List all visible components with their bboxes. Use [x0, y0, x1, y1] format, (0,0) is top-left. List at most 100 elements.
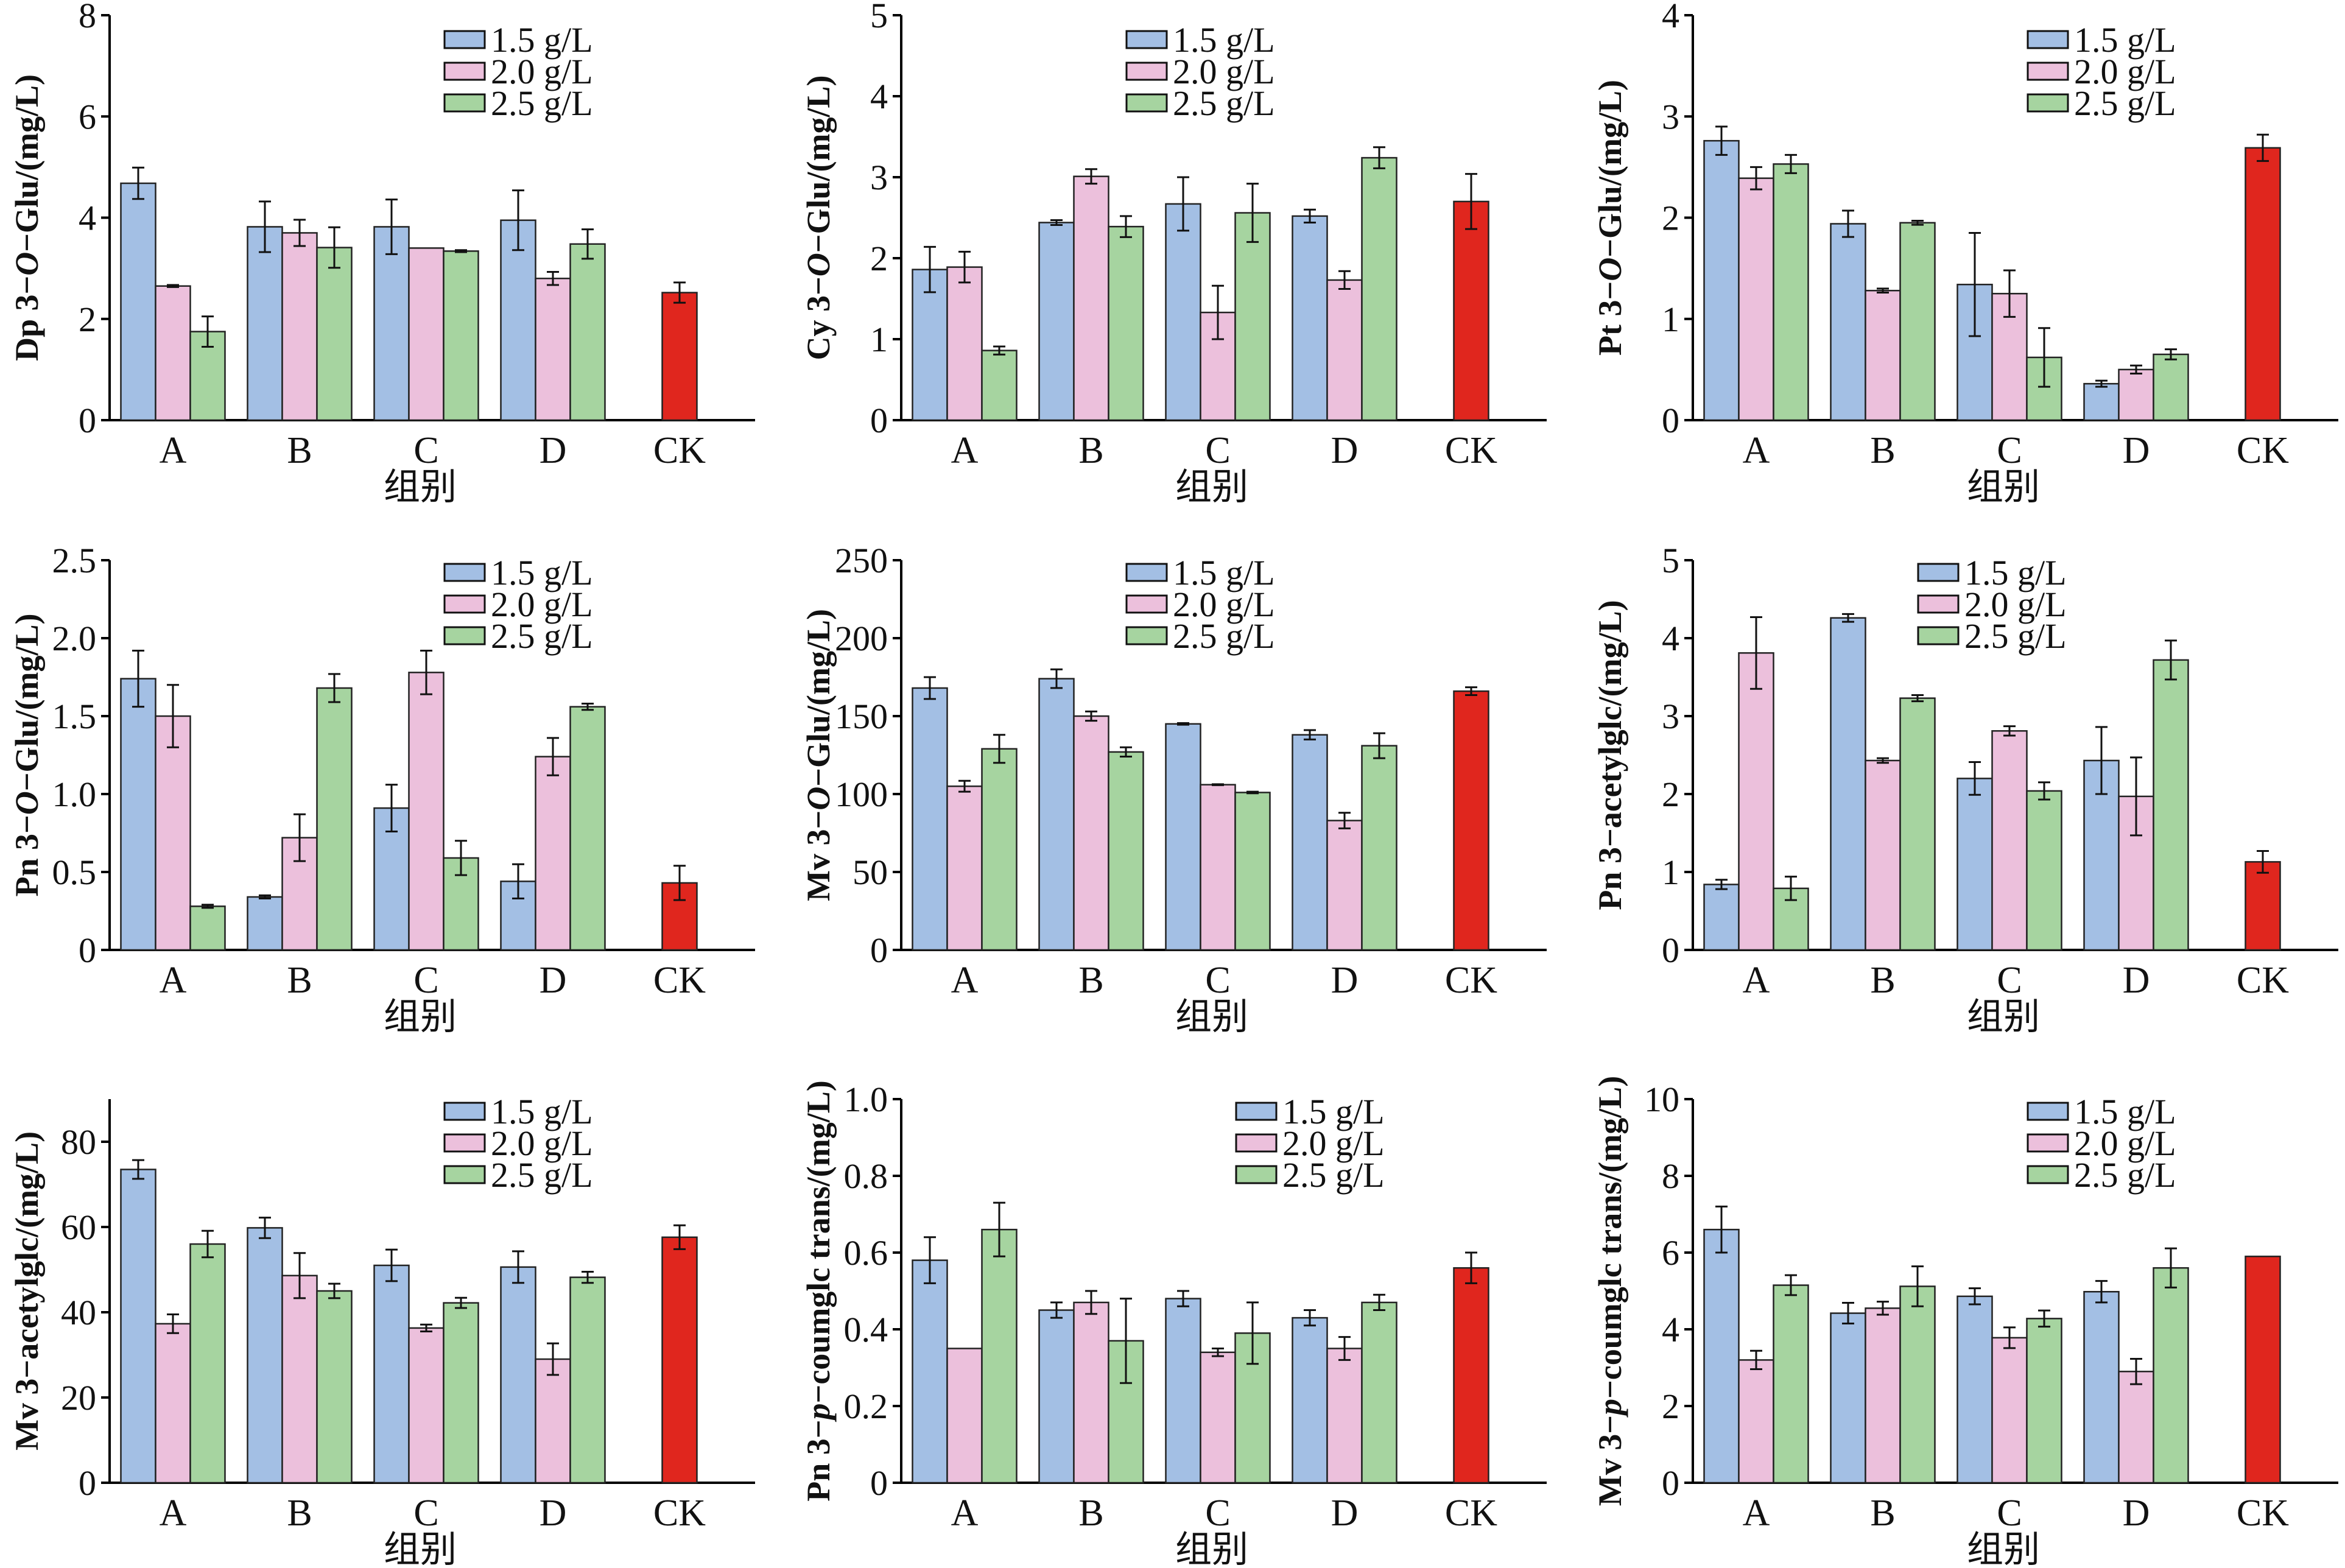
x-tick-label: A — [951, 960, 979, 1001]
x-tick-label: D — [2123, 1492, 2150, 1534]
y-axis-title-part: −Glu/(mg/L) — [1592, 80, 1628, 258]
y-axis-title-part: Pn 3−acetylglc/(mg/L) — [1592, 600, 1628, 910]
x-tick-label: C — [413, 430, 438, 471]
legend-swatch — [1235, 1165, 1278, 1184]
x-axis-title: 组别 — [384, 996, 457, 1038]
bar-a-series-1 — [120, 182, 156, 421]
y-axis-title-italic: O — [9, 791, 45, 815]
bar-b-series-1 — [1038, 222, 1075, 421]
y-tick-label: 2 — [870, 239, 888, 278]
legend-label: 2.5 g/L — [491, 616, 593, 656]
chart-panel-4: 0 0.5 1.0 1.5 2.0 2.5 A B C D CK 组别 Pn 3−O−Glu/(mg/L… — [9, 541, 755, 1038]
y-tick-label: 2 — [1662, 199, 1679, 238]
bar-a-series-2 — [1738, 1359, 1774, 1484]
y-tick-label: 3 — [870, 158, 888, 197]
legend-label: 1.5 g/L — [491, 553, 593, 592]
bar-c-series-3 — [443, 1302, 479, 1484]
legend-label: 1.5 g/L — [1282, 1092, 1385, 1131]
y-tick-label: 50 — [853, 853, 888, 892]
bar-d-series-2 — [535, 1358, 571, 1484]
x-tick-label: B — [287, 430, 312, 471]
bar-a-series-2 — [1738, 652, 1774, 951]
bar-d-series-3 — [1361, 1301, 1398, 1484]
bar-b-series-2 — [1865, 289, 1901, 421]
bar-c-series-3 — [2026, 1318, 2062, 1484]
bar-b-series-1 — [1830, 223, 1866, 421]
bar-c-series-2 — [408, 1327, 445, 1484]
x-tick-label: D — [2123, 430, 2150, 471]
x-tick-label: CK — [1445, 1492, 1497, 1534]
x-tick-label: CK — [1445, 960, 1497, 1001]
y-axis-title-part: −Glu/(mg/L) — [9, 613, 45, 791]
y-tick-label: 0 — [870, 1463, 888, 1503]
bar-d-series-3 — [1361, 745, 1398, 951]
bar-b-series-3 — [316, 247, 353, 421]
y-axis-title: Pn 3−p−coumglc trans/(mg/L) — [800, 1080, 837, 1502]
bar-b-series-1 — [247, 226, 283, 421]
y-axis-title-italic: O — [1592, 258, 1628, 281]
bar-b-series-3 — [1108, 751, 1144, 951]
x-tick-label: C — [1997, 960, 2022, 1001]
bar-b-series-2 — [1073, 175, 1109, 421]
y-axis-title-italic: O — [9, 252, 45, 276]
legend-label: 2.0 g/L — [1282, 1123, 1385, 1163]
y-tick-label: 20 — [61, 1378, 96, 1418]
bar-a-series-2 — [1738, 177, 1774, 421]
legend-swatch — [443, 1102, 486, 1121]
bar-a-series-1 — [912, 1259, 948, 1484]
bar-b-series-3 — [1899, 697, 1936, 951]
y-tick-label: 1.0 — [844, 1080, 888, 1119]
x-tick-label: C — [1997, 1492, 2022, 1534]
x-tick-label: B — [1078, 960, 1103, 1001]
bar-b-series-2 — [1073, 1301, 1109, 1484]
y-tick-label: 4 — [1662, 619, 1679, 658]
chart-panel-5: 0 50 100 150 200 250 A B C D CK 组别 Mv 3−O−Glu/(mg/L)… — [800, 541, 1547, 1038]
bar-d-series-1 — [1292, 1317, 1328, 1484]
chart-panel-1: 0 2 4 6 8 A B C D CK 组别 Dp 3−O−Glu/(mg/L) 1.5 g/L2.0… — [9, 0, 755, 508]
y-axis-title: Cy 3−O−Glu/(mg/L) — [800, 75, 837, 360]
bar-d-series-1 — [500, 219, 536, 421]
y-tick-label: 1 — [1662, 853, 1679, 892]
bar-d-series-2 — [1326, 1348, 1363, 1484]
y-tick-label: 0.6 — [844, 1233, 888, 1273]
bar-a-series-3 — [1773, 1284, 1809, 1484]
legend-swatch — [1917, 626, 1960, 645]
y-tick-label: 150 — [835, 697, 888, 736]
bar-a-series-1 — [912, 269, 948, 421]
legend-swatch — [1917, 594, 1960, 614]
y-tick-label: 80 — [61, 1122, 96, 1162]
y-axis-title-italic: O — [800, 787, 837, 810]
x-tick-label: D — [1331, 1492, 1359, 1534]
bar-a-series-3 — [189, 331, 226, 421]
x-axis-title: 组别 — [384, 466, 457, 508]
x-axis-title: 组别 — [1175, 466, 1248, 508]
legend-label: 1.5 g/L — [2074, 1092, 2176, 1131]
bar-c-series-3 — [1234, 212, 1271, 421]
legend-label: 2.0 g/L — [2074, 52, 2176, 91]
legend-label: 1.5 g/L — [2074, 20, 2176, 60]
y-tick-label: 0 — [79, 1463, 96, 1503]
bar-b-series-3 — [316, 687, 353, 951]
bar-a-series-3 — [189, 905, 226, 951]
bar-b-series-1 — [1038, 678, 1075, 951]
y-axis-title-part: Pn 3− — [800, 1419, 837, 1501]
y-tick-label: 1 — [1662, 300, 1679, 339]
legend-swatch — [1235, 1133, 1278, 1153]
bar-c-series-1 — [1957, 778, 1993, 951]
legend-label: 1.5 g/L — [1964, 553, 2067, 592]
legend-swatch — [443, 626, 486, 645]
y-tick-label: 0.5 — [52, 853, 97, 892]
bar-c-series-2 — [408, 672, 445, 951]
x-axis-title: 组别 — [1967, 996, 2040, 1038]
y-tick-label: 10 — [1644, 1080, 1679, 1119]
bar-d-series-3 — [2153, 353, 2189, 421]
x-tick-label: B — [1870, 960, 1895, 1001]
y-axis-title: Pt 3−O−Glu/(mg/L) — [1592, 80, 1628, 356]
y-tick-label: 2.5 — [52, 541, 97, 580]
bar-a-series-1 — [120, 1169, 156, 1484]
x-tick-label: CK — [1445, 430, 1497, 471]
bar-d-series-1 — [1292, 215, 1328, 421]
x-tick-label: CK — [653, 960, 706, 1001]
bar-c-series-2 — [1200, 1351, 1236, 1484]
bar-b-series-2 — [1073, 715, 1109, 951]
